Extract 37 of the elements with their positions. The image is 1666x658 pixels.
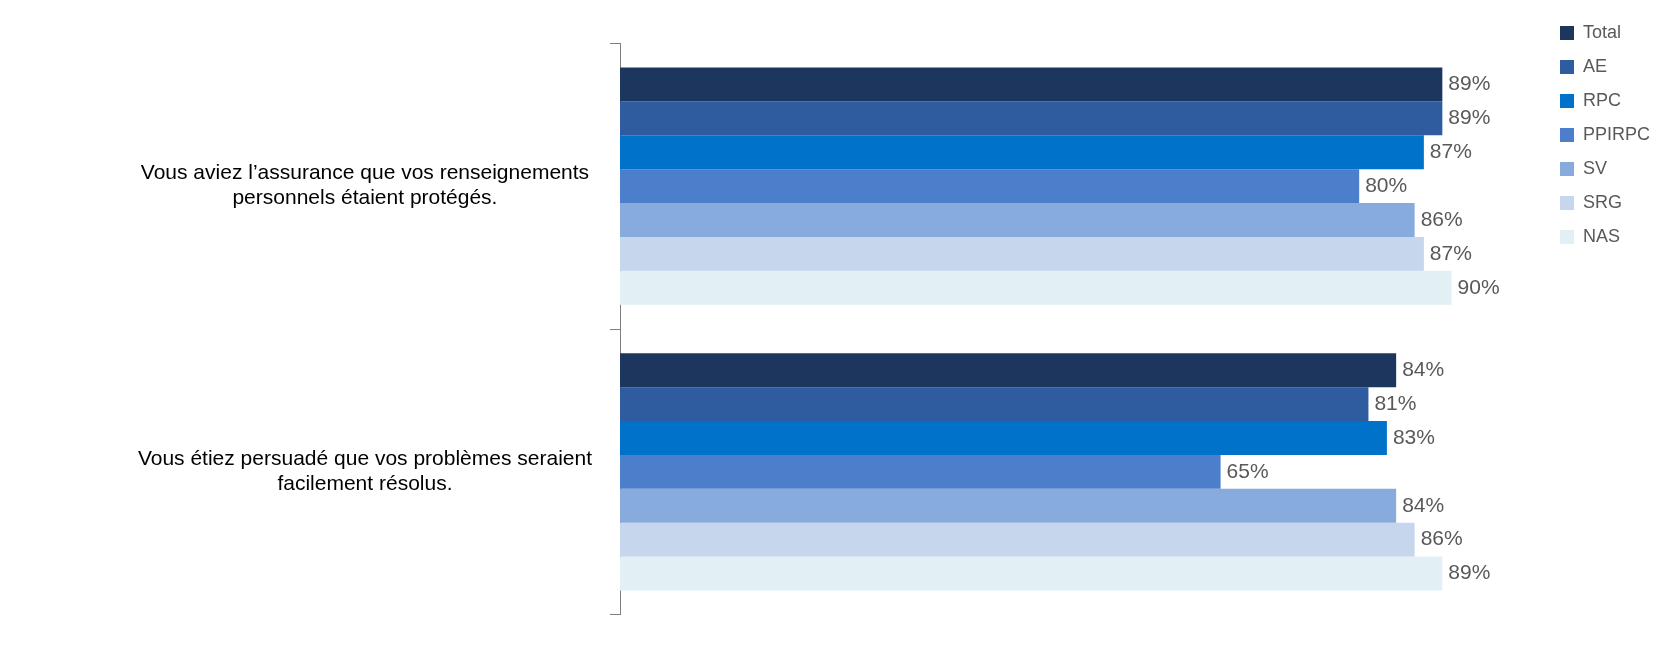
data-label: 89%	[1448, 105, 1491, 129]
data-label: 83%	[1392, 424, 1435, 448]
bar	[620, 169, 1360, 204]
bar	[620, 454, 1221, 489]
bar	[620, 556, 1443, 591]
data-label: 90%	[1457, 274, 1500, 298]
bar	[620, 270, 1452, 305]
legend-label: SV	[1582, 157, 1607, 178]
data-label: 80%	[1365, 172, 1408, 196]
legend-label: PPIRPC	[1582, 123, 1651, 144]
legend-label: RPC	[1582, 89, 1621, 110]
data-label: 87%	[1429, 240, 1472, 264]
data-label: 81%	[1374, 390, 1417, 414]
bar	[620, 67, 1443, 102]
bar	[620, 203, 1415, 237]
bar	[620, 101, 1443, 136]
data-label: 87%	[1429, 139, 1472, 163]
bar	[620, 387, 1369, 422]
data-label: 65%	[1226, 458, 1269, 482]
bar	[620, 353, 1397, 388]
bar	[620, 488, 1397, 523]
bar	[620, 421, 1387, 455]
data-label: 86%	[1420, 206, 1463, 230]
legend-label: NAS	[1582, 225, 1620, 246]
bar	[620, 236, 1424, 271]
data-label: 84%	[1402, 492, 1445, 516]
data-label: 84%	[1402, 357, 1445, 381]
data-label: 89%	[1448, 560, 1491, 584]
legend-label: Total	[1582, 21, 1622, 42]
legend-label: AE	[1582, 55, 1607, 76]
bar	[620, 135, 1424, 170]
data-label: 86%	[1420, 526, 1463, 550]
legend-label: SRG	[1582, 191, 1622, 212]
data-label: 89%	[1448, 71, 1491, 95]
y-tick-label: Vous aviez l’assurance que vos renseignements personnels étaient protégés.	[140, 160, 590, 209]
y-tick-label: Vous étiez persuadé que vos problèmes seraient facilement résolus.	[137, 446, 593, 495]
bar	[620, 522, 1415, 557]
